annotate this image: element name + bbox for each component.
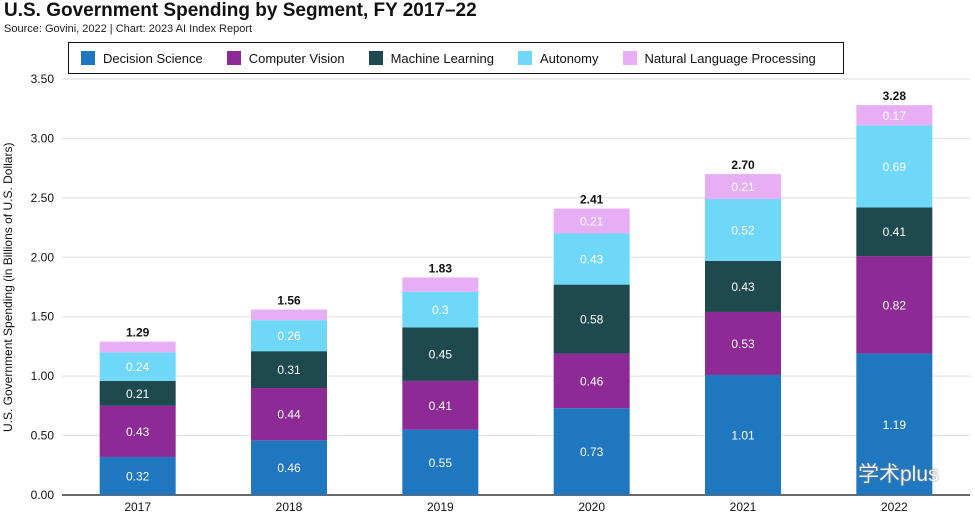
data-label: 0.31	[277, 363, 301, 377]
total-label: 1.29	[126, 326, 150, 340]
watermark-text: 学术plus	[858, 463, 939, 486]
data-label: 0.46	[277, 461, 301, 475]
bar-segment	[856, 353, 933, 495]
bar-segment	[856, 256, 933, 354]
data-label: 0.24	[126, 360, 150, 374]
y-tick-label: 1.50	[31, 310, 55, 324]
legend-item-computer-vision: Computer Vision	[226, 50, 345, 66]
x-tick-label: 2022	[881, 500, 908, 514]
data-label: 0.26	[277, 329, 301, 343]
bar-segment	[402, 277, 479, 292]
legend-label: Autonomy	[539, 50, 599, 66]
bar-segment	[251, 351, 327, 389]
data-label: 0.46	[580, 374, 604, 388]
bar-segment	[251, 309, 327, 321]
bar-segment	[99, 341, 176, 353]
total-label: 1.83	[429, 261, 453, 275]
data-label: 0.32	[126, 469, 150, 483]
legend-item-autonomy: Autonomy	[517, 50, 599, 66]
data-label: 0.52	[731, 223, 755, 237]
bar-segment	[705, 374, 781, 495]
legend-label: Computer Vision	[248, 50, 345, 66]
legend-label: Natural Language Processing	[644, 50, 816, 66]
bar-segment	[402, 429, 479, 495]
chart-source: Source: Govini, 2022 | Chart: 2023 AI In…	[4, 23, 253, 35]
chart-legend: Decision Science Computer Vision Machine…	[68, 42, 844, 74]
x-tick-label: 2019	[427, 500, 454, 514]
legend-label: Decision Science	[103, 50, 203, 66]
bar-segment	[99, 405, 176, 457]
bar-segment	[402, 380, 479, 430]
legend-item-nlp: Natural Language Processing	[622, 50, 816, 66]
bar-segment	[856, 207, 933, 257]
bar-segment	[99, 456, 176, 495]
bar-segment	[553, 284, 630, 354]
bar-segment	[856, 105, 933, 126]
data-label: 0.3	[432, 303, 449, 317]
bar-segment	[856, 125, 933, 208]
data-label: 1.01	[731, 428, 755, 442]
data-label: 0.73	[580, 445, 604, 459]
legend-item-machine-learning: Machine Learning	[368, 50, 494, 66]
bar-segment	[251, 320, 327, 352]
data-label: 0.55	[429, 456, 453, 470]
total-label: 2.41	[580, 193, 604, 207]
bar-segment	[251, 388, 327, 441]
data-label: 0.17	[883, 109, 907, 123]
total-label: 2.70	[731, 158, 755, 172]
x-tick-label: 2020	[578, 500, 605, 514]
legend-swatch	[81, 51, 95, 65]
data-label: 0.21	[126, 387, 150, 401]
bar-segment	[705, 174, 781, 200]
bar-segment	[251, 440, 327, 495]
watermark: 学术plus	[822, 458, 939, 488]
x-tick-label: 2021	[730, 500, 757, 514]
data-label: 0.21	[580, 215, 604, 229]
bar-segment	[553, 208, 630, 234]
bar-segment	[705, 199, 781, 261]
legend-swatch	[622, 51, 637, 65]
bar-segment	[705, 260, 781, 312]
data-label: 0.43	[126, 425, 150, 439]
legend-swatch	[226, 51, 241, 65]
data-label: 0.43	[731, 280, 755, 294]
y-tick-label: 3.50	[31, 72, 55, 86]
bar-segment	[705, 311, 781, 375]
legend-swatch	[517, 51, 532, 65]
legend-label: Machine Learning	[390, 50, 494, 66]
y-tick-label: 3.00	[31, 131, 55, 145]
bar-segment	[99, 380, 176, 406]
bar-segment	[99, 352, 176, 381]
y-tick-label: 0.50	[31, 429, 55, 443]
total-label: 3.28	[883, 89, 907, 103]
data-label: 0.44	[277, 408, 301, 422]
bar-segment	[553, 233, 630, 285]
y-tick-label: 2.00	[31, 250, 55, 264]
data-label: 0.41	[429, 399, 453, 413]
x-tick-label: 2018	[276, 500, 303, 514]
data-label: 0.82	[883, 298, 907, 312]
chart-title: U.S. Government Spending by Segment, FY …	[4, 0, 477, 21]
data-label: 0.45	[429, 348, 453, 362]
wechat-icon	[822, 462, 851, 484]
data-label: 0.43	[580, 253, 604, 267]
total-label: 1.56	[277, 294, 301, 308]
y-tick-label: 1.00	[31, 369, 55, 383]
y-tick-label: 2.50	[31, 191, 55, 205]
data-label: 0.69	[883, 160, 907, 174]
legend-item-decision-science: Decision Science	[81, 51, 203, 66]
data-label: 0.41	[883, 225, 907, 239]
legend-swatch	[368, 51, 383, 65]
bar-segment	[553, 353, 630, 409]
data-label: 1.19	[883, 418, 907, 432]
bar-segment	[402, 327, 479, 381]
data-label: 0.53	[731, 337, 755, 351]
data-label: 0.58	[580, 313, 604, 327]
bar-segment	[553, 408, 630, 495]
bar-segment	[402, 291, 479, 328]
data-label: 0.21	[731, 180, 755, 194]
x-tick-label: 2017	[124, 500, 151, 514]
y-tick-label: 0.00	[31, 488, 55, 502]
